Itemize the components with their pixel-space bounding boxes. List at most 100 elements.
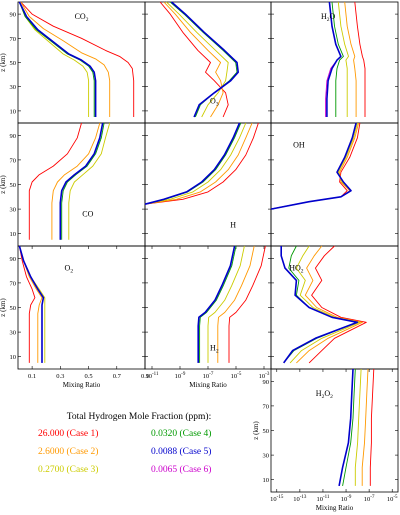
species-label: H2O2 [316, 389, 333, 400]
y-tick-label: 70 [10, 157, 17, 164]
x-tick-label: 10-5 [387, 495, 398, 503]
series-line-case-1 [28, 122, 82, 240]
y-tick-label: 10 [10, 108, 17, 115]
y-tick-label: 90 [263, 379, 270, 386]
x-tick-label: 10-11 [146, 372, 159, 380]
y-axis-label: z (km) [0, 175, 7, 194]
series-line-case-1 [354, 1, 366, 117]
legend-entry-case-2: 2.6000 (Case 2) [38, 447, 99, 457]
y-axis-label: z (km) [0, 53, 7, 72]
y-tick-label: 10 [10, 231, 17, 238]
y-axis-label: z (km) [0, 298, 7, 317]
species-label: H [230, 221, 236, 230]
series-line-case-2 [144, 122, 253, 205]
y-tick-label: 30 [10, 207, 17, 214]
series-line-case-3 [289, 245, 361, 364]
series-line-case-1 [369, 368, 375, 486]
series-line-case-1 [18, 245, 36, 363]
legend-title: Total Hydrogen Mole Fraction (ppm): [66, 412, 212, 422]
legend-entry-case-4: 0.0320 (Case 4) [151, 429, 212, 439]
series-line-case-5 [280, 246, 359, 364]
legend: Total Hydrogen Mole Fraction (ppm): 26.0… [8, 412, 270, 490]
x-tick-label: 0.9 [141, 373, 149, 380]
panel-h2: 10-11 10-9 10-7 10-5 10-3 Mixing Ratio H2 [144, 245, 272, 389]
panel-ho2: HO2 [270, 245, 399, 370]
series-line-case-3 [166, 1, 229, 118]
species-label: H2 [210, 344, 219, 355]
series-line-case-5 [18, 245, 45, 363]
x-axis-label: Mixing Ratio [189, 381, 227, 389]
x-tick-label: 10-11 [316, 495, 329, 503]
series-line-case-3 [354, 368, 362, 486]
panel-frame [17, 245, 146, 370]
y-tick-label: 10 [10, 354, 17, 361]
series-line-case-4 [342, 368, 356, 486]
series-line-case-2 [163, 1, 224, 118]
series-line-case-1 [144, 122, 259, 205]
y-tick-label: 50 [263, 428, 270, 435]
x-tick-label: 10-3 [259, 372, 270, 380]
panel-frame [270, 122, 399, 247]
x-tick-label: 0.7 [113, 373, 122, 380]
y-tick-label: 50 [10, 305, 17, 312]
series-line-case-2 [217, 245, 255, 363]
y-tick-label: 70 [263, 403, 270, 410]
series-line-case-5 [338, 368, 354, 487]
series-line-case-1 [228, 245, 266, 363]
y-tick-label: 30 [263, 453, 270, 460]
legend-entry-case-5: 0.0088 (Case 5) [151, 447, 212, 457]
series-line-case-1 [270, 122, 361, 210]
series-line-case-1 [308, 245, 367, 364]
series-line-case-4 [199, 245, 237, 363]
series-line-case-2 [20, 1, 111, 117]
x-tick-label: 0.1 [28, 373, 36, 380]
species-label: CO [82, 209, 93, 218]
series-line-case-2 [361, 368, 369, 486]
x-tick-label: 10-15 [270, 495, 284, 503]
y-tick-label: 50 [10, 182, 17, 189]
y-axis-label: z (km) [252, 421, 260, 440]
panel-h2o: H2O [270, 1, 399, 124]
panel-h2o2: 10 30 50 70 90 z (km) 10-15 10-13 10-11 10-9 10-7 1… [252, 368, 399, 512]
legend-entry-case-6: 0.0065 (Case 6) [151, 465, 212, 475]
y-tick-label: 50 [10, 60, 17, 67]
species-label: CO2 [75, 12, 89, 23]
x-tick-label: 0.5 [84, 373, 92, 380]
series-line-case-3 [337, 1, 349, 117]
panel-frame [17, 122, 146, 247]
series-line-case-5 [326, 1, 342, 117]
series-line-case-2 [270, 122, 360, 210]
y-tick-label: 70 [10, 36, 17, 43]
panel-co2: 10 30 50 70 90 z (km) CO2 [0, 1, 146, 124]
species-label: O3 [210, 97, 219, 108]
y-tick-label: 90 [10, 256, 17, 263]
legend-entry-case-3: 0.2700 (Case 3) [38, 465, 99, 475]
species-label: HO2 [289, 264, 304, 275]
species-label: OH [293, 141, 305, 150]
legend-entry-case-1: 26.000 (Case 1) [38, 429, 99, 439]
series-line-case-2 [296, 245, 363, 364]
x-axis-label: Mixing Ratio [63, 381, 101, 389]
x-tick-label: 0.3 [56, 373, 64, 380]
series-line-case-3 [144, 122, 247, 205]
series-line-case-5 [270, 122, 357, 210]
series-line-case-5 [18, 1, 97, 117]
x-tick-label: 10-13 [293, 495, 307, 503]
series-line-case-5 [59, 122, 104, 240]
x-axis-label: Mixing Ratio [316, 504, 354, 512]
x-tick-label: 10-9 [341, 495, 352, 503]
y-tick-label: 90 [10, 12, 17, 19]
series-line-case-4 [331, 1, 344, 117]
panel-co: 10 30 50 70 90 z (km) CO [0, 122, 146, 247]
panel-o3: O3 [144, 1, 272, 124]
y-tick-label: 70 [10, 280, 17, 287]
species-label: H2O [321, 12, 336, 23]
series-line-case-1 [159, 1, 229, 118]
x-tick-label: 10-5 [231, 372, 242, 380]
y-tick-label: 30 [10, 330, 17, 337]
x-tick-label: 10-7 [203, 372, 214, 380]
y-tick-label: 30 [10, 84, 17, 91]
series-line-case-3 [68, 122, 111, 240]
series-line-case-5 [170, 1, 239, 118]
